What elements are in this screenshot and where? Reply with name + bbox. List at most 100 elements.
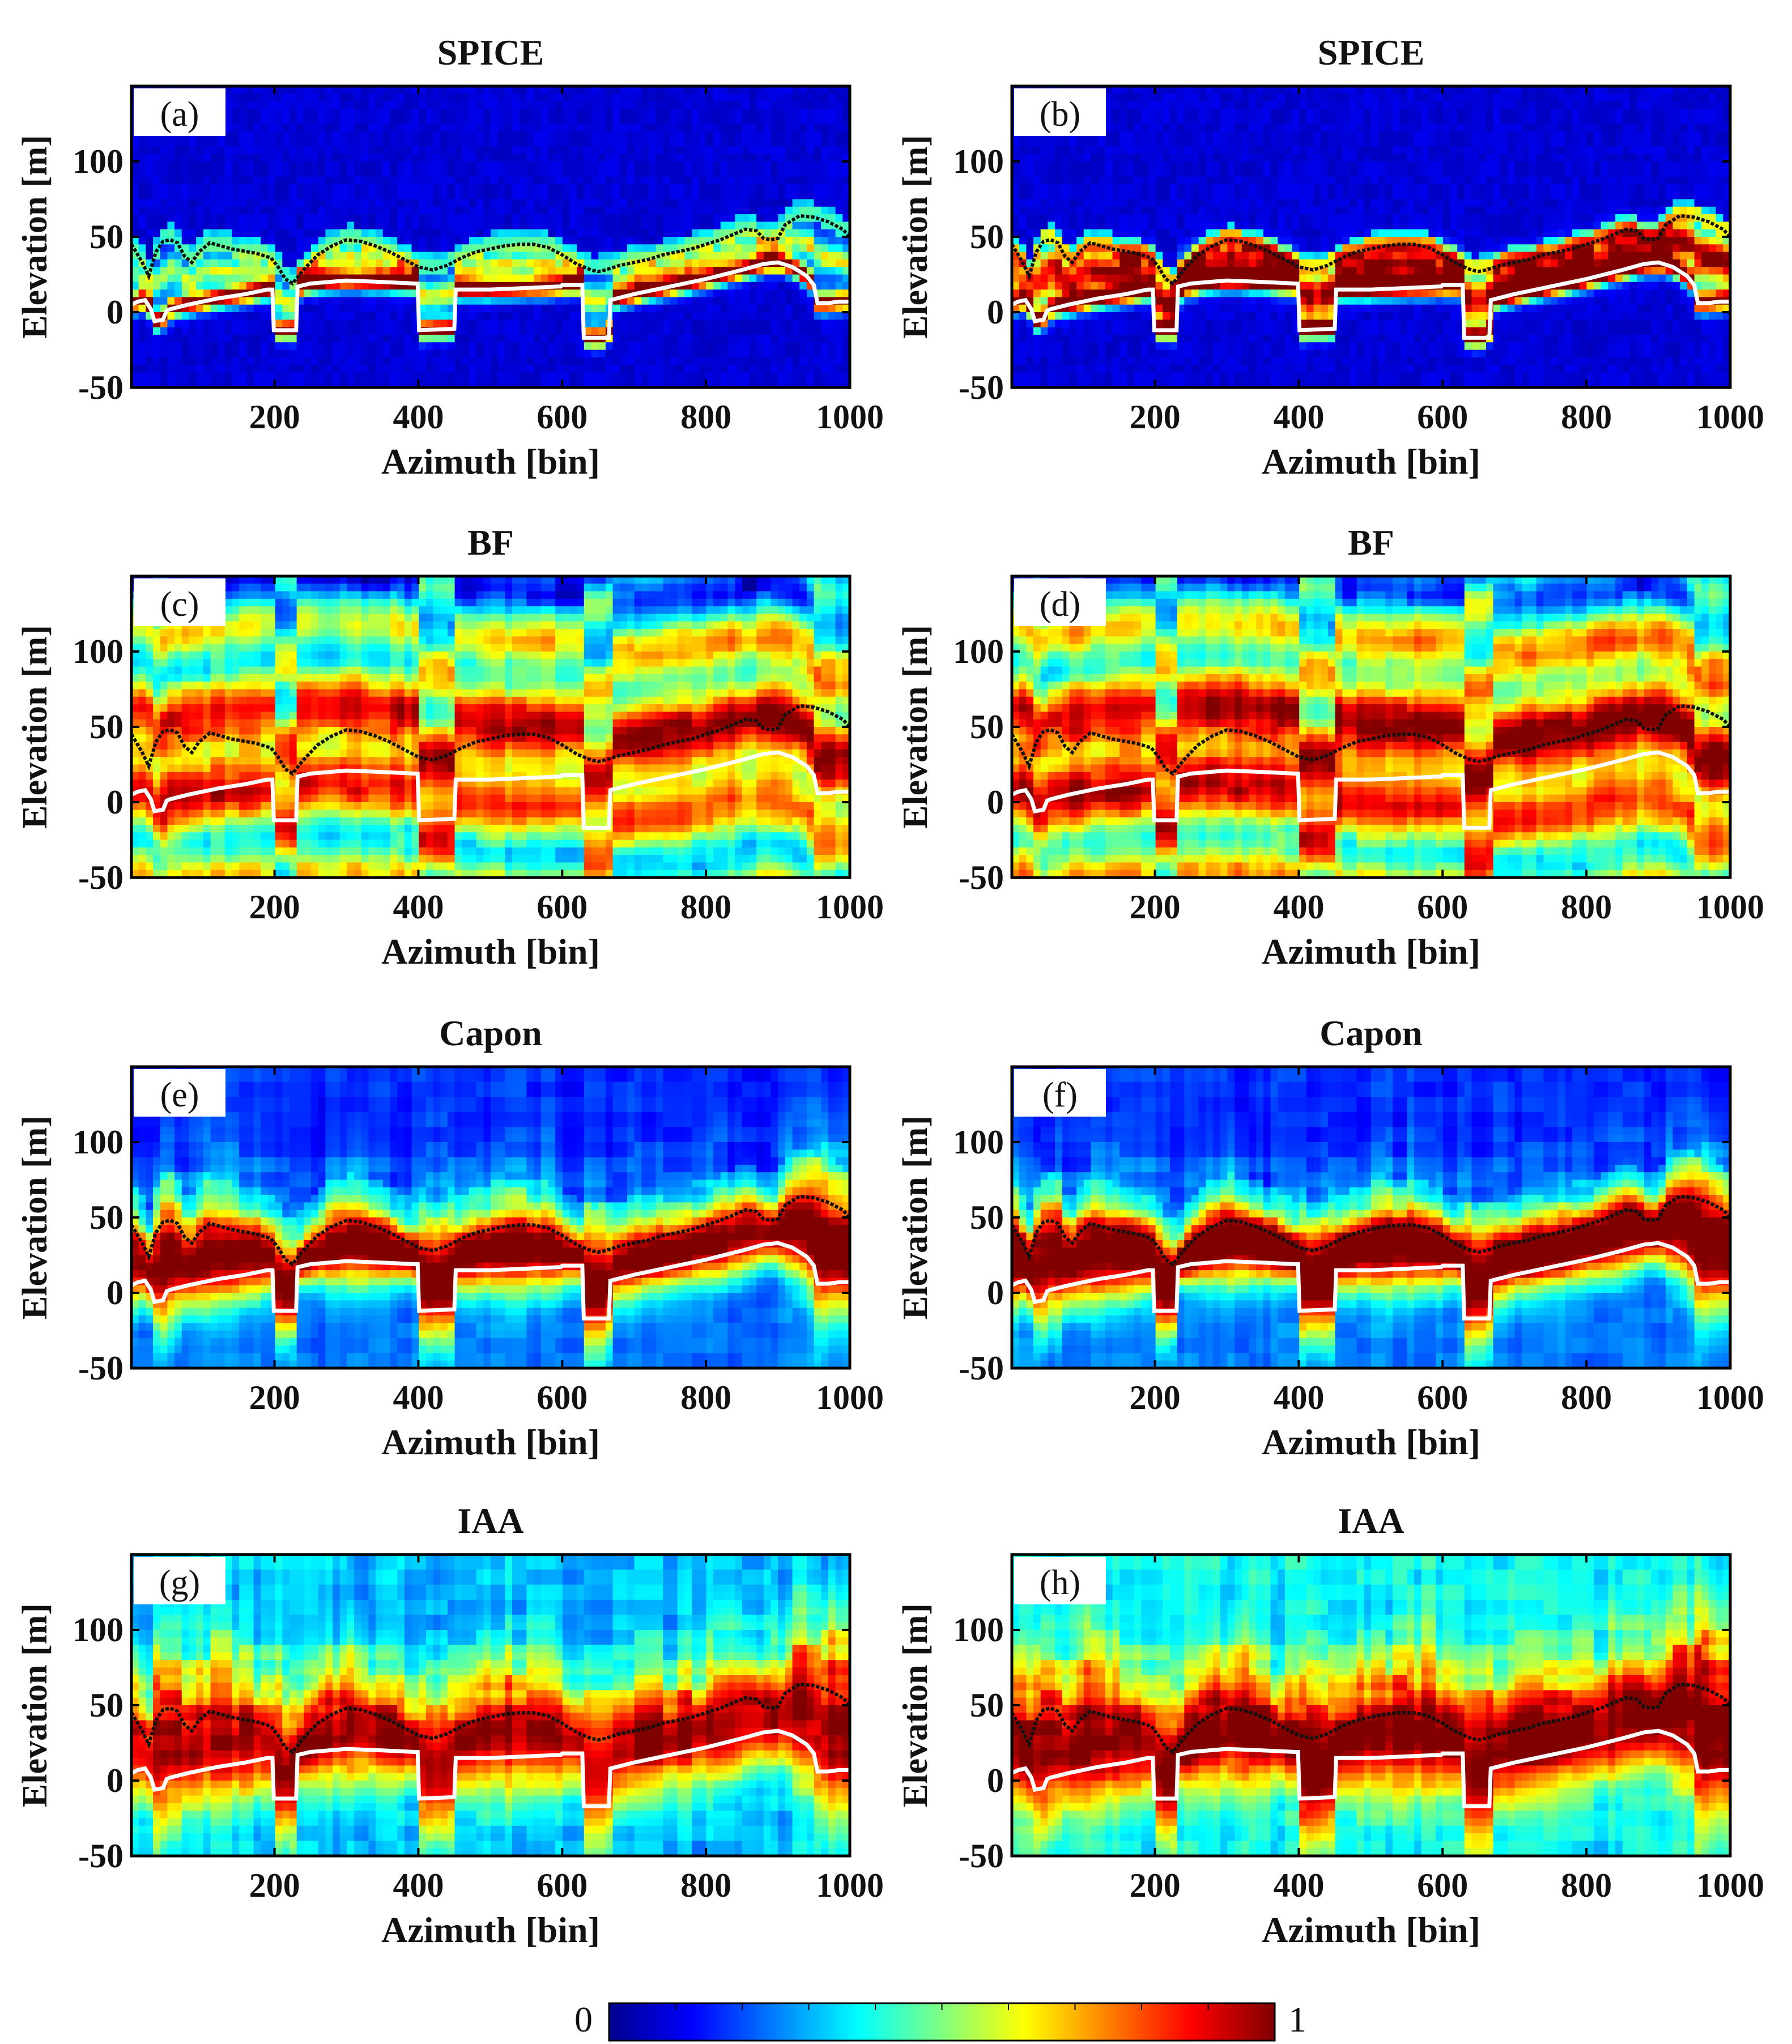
heatmap-cell bbox=[1141, 184, 1149, 192]
heatmap-cell bbox=[1169, 139, 1178, 147]
heatmap-cell bbox=[1026, 222, 1034, 230]
heatmap-cell bbox=[203, 222, 211, 230]
heatmap-cell bbox=[670, 176, 678, 185]
heatmap-cell bbox=[1048, 252, 1055, 260]
heatmap-cell bbox=[203, 176, 211, 185]
heatmap-cell bbox=[821, 108, 829, 117]
heatmap-cell bbox=[138, 244, 147, 253]
heatmap-cell bbox=[526, 267, 534, 275]
heatmap-cell bbox=[253, 380, 262, 387]
heatmap-cell bbox=[483, 93, 491, 102]
heatmap-cell bbox=[835, 191, 844, 200]
heatmap-cell bbox=[347, 206, 355, 215]
heatmap-cell bbox=[1163, 237, 1170, 245]
heatmap-cell bbox=[1048, 206, 1055, 215]
heatmap-cell bbox=[526, 342, 534, 351]
heatmap-cell bbox=[1141, 320, 1149, 328]
heatmap-cell bbox=[411, 108, 419, 117]
heatmap-cell bbox=[232, 259, 240, 267]
heatmap-cell bbox=[1134, 244, 1142, 253]
heatmap-cell bbox=[447, 289, 456, 298]
heatmap-cell bbox=[799, 380, 807, 387]
heatmap-cell bbox=[1169, 334, 1178, 343]
heatmap-cell bbox=[806, 222, 815, 230]
heatmap-cell bbox=[699, 222, 707, 230]
heatmap-cell bbox=[339, 131, 348, 139]
heatmap-cell bbox=[577, 139, 585, 147]
heatmap-cell bbox=[598, 237, 606, 245]
heatmap-cell bbox=[699, 267, 707, 275]
heatmap-cell bbox=[246, 357, 254, 365]
heatmap-cell bbox=[641, 365, 649, 373]
heatmap-cell bbox=[354, 289, 362, 298]
heatmap-cell bbox=[821, 327, 829, 335]
heatmap-cell bbox=[1048, 365, 1055, 373]
heatmap-cell bbox=[534, 93, 542, 102]
heatmap-cell bbox=[548, 161, 556, 170]
heatmap-cell bbox=[296, 131, 305, 139]
heatmap-cell bbox=[304, 289, 312, 298]
heatmap-cell bbox=[1026, 169, 1034, 177]
heatmap-cell bbox=[1098, 327, 1106, 335]
heatmap-cell bbox=[692, 169, 700, 177]
heatmap-cell bbox=[562, 259, 571, 267]
heatmap-cell bbox=[239, 161, 247, 170]
heatmap-cell bbox=[699, 350, 707, 358]
heatmap-cell bbox=[534, 108, 542, 117]
heatmap-cell bbox=[253, 214, 262, 223]
heatmap-cell bbox=[232, 297, 240, 305]
heatmap-cell bbox=[526, 93, 534, 102]
heatmap-cell bbox=[1076, 372, 1084, 381]
heatmap-cell bbox=[425, 380, 434, 387]
heatmap-cell bbox=[347, 289, 355, 298]
heatmap-cell bbox=[1083, 350, 1092, 358]
heatmap-cell bbox=[282, 312, 290, 321]
heatmap-cell bbox=[440, 169, 448, 177]
heatmap-cell bbox=[440, 252, 448, 260]
heatmap-cell bbox=[806, 93, 815, 102]
heatmap-cell bbox=[138, 191, 147, 200]
heatmap-cell bbox=[425, 191, 434, 200]
heatmap-cell bbox=[828, 146, 836, 155]
heatmap-cell bbox=[842, 357, 850, 365]
heatmap-cell bbox=[1055, 161, 1063, 170]
heatmap-cell bbox=[160, 222, 168, 230]
heatmap-cell bbox=[339, 320, 348, 328]
heatmap-cell bbox=[454, 327, 463, 335]
heatmap-cell bbox=[1163, 252, 1170, 260]
heatmap-cell bbox=[670, 222, 678, 230]
heatmap-cell bbox=[1083, 334, 1092, 343]
heatmap-cell bbox=[275, 184, 283, 192]
heatmap-cell bbox=[835, 93, 844, 102]
heatmap-cell bbox=[232, 312, 240, 321]
heatmap-cell bbox=[842, 154, 850, 162]
heatmap-cell bbox=[612, 267, 621, 275]
heatmap-cell bbox=[842, 282, 850, 290]
heatmap-cell bbox=[1134, 199, 1142, 207]
heatmap-cell bbox=[512, 101, 520, 109]
heatmap-cell bbox=[325, 237, 333, 245]
heatmap-cell bbox=[821, 312, 829, 321]
heatmap-cell bbox=[763, 274, 772, 283]
heatmap-cell bbox=[713, 206, 721, 215]
heatmap-cell bbox=[534, 131, 542, 139]
heatmap-cell bbox=[318, 86, 326, 95]
heatmap-cell bbox=[253, 357, 262, 365]
heatmap-cell bbox=[763, 191, 772, 200]
heatmap-cell bbox=[160, 267, 168, 275]
heatmap-cell bbox=[304, 365, 312, 373]
heatmap-cell bbox=[584, 184, 592, 192]
heatmap-cell bbox=[727, 124, 735, 132]
heatmap-cell bbox=[239, 229, 247, 237]
heatmap-cell bbox=[397, 86, 405, 95]
heatmap-cell bbox=[1134, 161, 1142, 170]
heatmap-cell bbox=[339, 146, 348, 155]
heatmap-cell bbox=[735, 244, 743, 253]
heatmap-cell bbox=[404, 108, 412, 117]
heatmap-cell bbox=[239, 282, 247, 290]
heatmap-cell bbox=[218, 222, 225, 230]
heatmap-cell bbox=[425, 237, 434, 245]
heatmap-cell bbox=[160, 176, 168, 185]
heatmap-cell bbox=[1169, 191, 1178, 200]
heatmap-cell bbox=[1076, 199, 1084, 207]
